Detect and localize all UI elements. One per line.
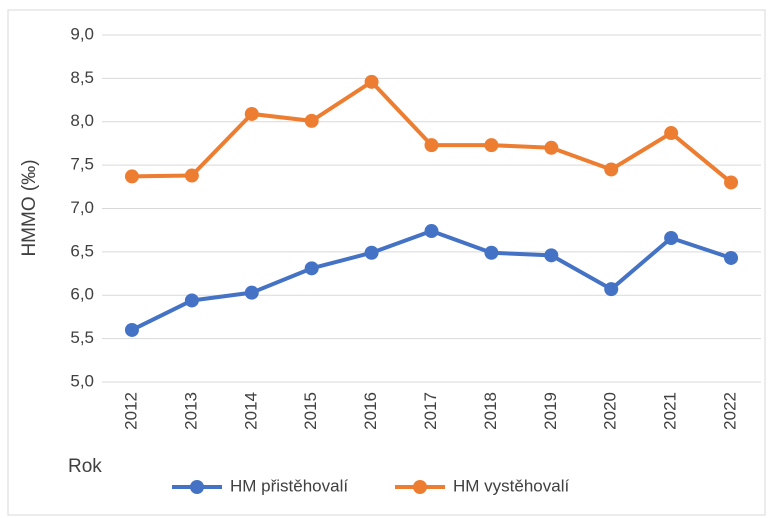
point — [664, 126, 679, 141]
point — [424, 224, 439, 239]
y-tick-label: 8,0 — [70, 111, 94, 130]
legend-marker — [413, 480, 427, 494]
point — [244, 285, 259, 300]
point — [244, 106, 259, 121]
point — [124, 169, 139, 184]
point — [544, 248, 559, 263]
x-tick-label: 2022 — [721, 392, 740, 430]
x-tick-label: 2012 — [121, 392, 140, 430]
legend-marker — [190, 480, 204, 494]
x-tick-label: 2018 — [481, 392, 500, 430]
y-tick-label: 7,5 — [70, 155, 94, 174]
point — [364, 245, 379, 260]
point — [724, 175, 739, 190]
y-tick-label: 7,0 — [70, 198, 94, 217]
x-tick-label: 2015 — [301, 392, 320, 430]
y-tick-label: 5,0 — [70, 371, 94, 390]
y-tick-label: 8,5 — [70, 68, 94, 87]
point — [184, 168, 199, 183]
point — [124, 322, 139, 337]
y-tick-label: 9,0 — [70, 24, 94, 43]
point — [604, 162, 619, 177]
x-tick-label: 2019 — [541, 392, 560, 430]
legend-label: HM vystěhovalí — [453, 476, 569, 495]
chart-border — [7, 9, 766, 516]
point — [544, 140, 559, 155]
x-tick-label: 2014 — [241, 392, 260, 430]
point — [184, 293, 199, 308]
point — [424, 138, 439, 153]
point — [484, 245, 499, 260]
y-axis-label: HMMO (‰) — [19, 159, 40, 256]
x-tick-label: 2017 — [421, 392, 440, 430]
point — [484, 138, 499, 153]
point — [724, 250, 739, 265]
x-axis-label: Rok — [68, 456, 102, 477]
x-tick-label: 2021 — [661, 392, 680, 430]
point — [364, 74, 379, 89]
x-tick-label: 2016 — [361, 392, 380, 430]
y-tick-label: 6,5 — [70, 241, 94, 260]
x-tick-label: 2013 — [181, 392, 200, 430]
y-tick-label: 6,0 — [70, 285, 94, 304]
point — [304, 113, 319, 128]
point — [604, 282, 619, 297]
y-tick-label: 5,5 — [70, 328, 94, 347]
legend-label: HM přistěhovalí — [230, 476, 348, 495]
point — [304, 261, 319, 276]
point — [664, 230, 679, 245]
x-tick-label: 2020 — [601, 392, 620, 430]
